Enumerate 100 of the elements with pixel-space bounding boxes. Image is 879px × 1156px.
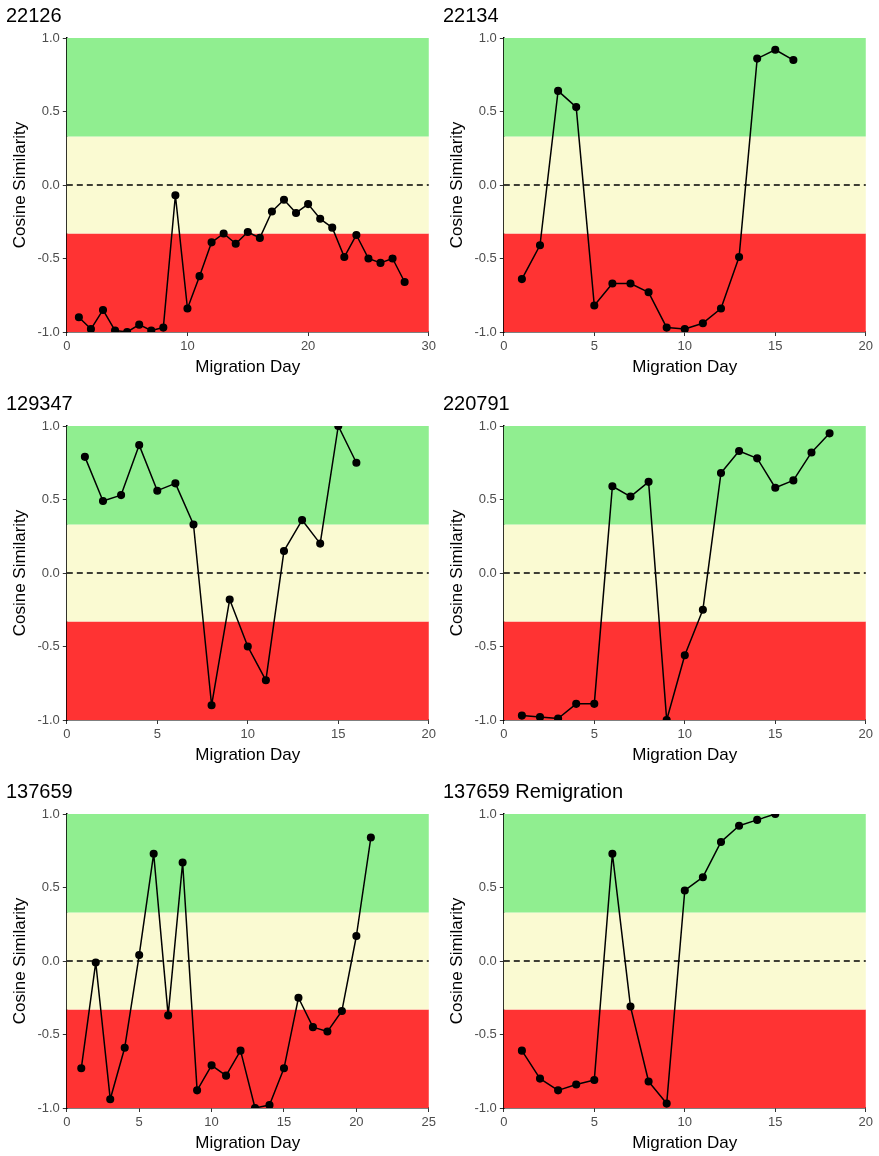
y-tick-label: 0.5 bbox=[478, 879, 497, 895]
chart-title: 129347 bbox=[6, 391, 73, 414]
x-tick-label: 30 bbox=[421, 338, 436, 354]
x-tick-label: 10 bbox=[677, 1114, 693, 1130]
point bbox=[98, 305, 108, 314]
x-tick-label: 5 bbox=[153, 726, 161, 742]
y-tick-label: 1.0 bbox=[478, 29, 497, 45]
point bbox=[243, 642, 252, 651]
x-tick-label: 20 bbox=[300, 338, 316, 354]
y-tick-label: 1.0 bbox=[41, 805, 60, 821]
point bbox=[572, 1080, 581, 1089]
point bbox=[352, 458, 361, 467]
point bbox=[554, 1086, 563, 1095]
point bbox=[626, 1002, 635, 1011]
point bbox=[716, 468, 726, 478]
x-tick-label: 10 bbox=[180, 338, 195, 354]
point bbox=[352, 230, 361, 240]
point bbox=[572, 699, 581, 708]
point bbox=[662, 323, 671, 332]
y-tick-label: 1.0 bbox=[478, 417, 497, 433]
y-tick-label: -1.0 bbox=[474, 711, 497, 727]
x-tick-label: 20 bbox=[858, 1114, 873, 1130]
x-tick-label: 20 bbox=[858, 726, 873, 742]
point bbox=[265, 1101, 274, 1108]
x-axis-title: Migration Day bbox=[632, 357, 738, 377]
point bbox=[825, 429, 834, 438]
x-tick-label: 0 bbox=[63, 1114, 71, 1130]
point bbox=[626, 279, 635, 288]
point bbox=[337, 1006, 346, 1016]
point bbox=[261, 676, 270, 685]
point bbox=[298, 516, 307, 525]
point bbox=[183, 304, 192, 313]
point bbox=[716, 837, 726, 846]
point bbox=[753, 54, 762, 63]
y-tick-label: -1.0 bbox=[474, 323, 497, 339]
x-tick-label: 20 bbox=[858, 338, 873, 354]
x-tick-label: 0 bbox=[63, 338, 71, 354]
point bbox=[388, 254, 397, 263]
point bbox=[171, 479, 180, 488]
chart-title: 22126 bbox=[6, 3, 62, 26]
point bbox=[644, 288, 653, 297]
point bbox=[74, 313, 83, 322]
point bbox=[193, 1086, 202, 1095]
point bbox=[120, 1043, 129, 1052]
point bbox=[698, 605, 707, 614]
x-axis-title: Migration Day bbox=[195, 1133, 301, 1153]
x-tick-label: 10 bbox=[677, 338, 693, 354]
y-tick-label: -0.5 bbox=[474, 638, 497, 654]
point bbox=[554, 86, 563, 95]
point bbox=[207, 238, 216, 247]
point bbox=[316, 539, 325, 548]
point bbox=[644, 477, 653, 486]
point bbox=[236, 1046, 245, 1055]
point bbox=[735, 252, 744, 262]
point bbox=[178, 858, 187, 867]
x-tick-label: 10 bbox=[204, 1114, 219, 1130]
y-tick-label: 1.0 bbox=[478, 805, 497, 821]
y-axis-title: Cosine Similarity bbox=[446, 509, 466, 637]
point bbox=[294, 993, 303, 1002]
point bbox=[517, 711, 526, 720]
y-axis-title: Cosine Similarity bbox=[446, 121, 466, 249]
point bbox=[608, 482, 617, 491]
y-tick-label: 0.5 bbox=[41, 103, 60, 119]
y-tick-label: 0.0 bbox=[478, 564, 497, 580]
point bbox=[662, 1099, 671, 1108]
point bbox=[77, 1064, 86, 1073]
x-tick-label: 5 bbox=[135, 1114, 143, 1130]
y-axis-title: Cosine Similarity bbox=[9, 509, 29, 637]
point bbox=[279, 195, 289, 204]
x-axis-title: Migration Day bbox=[632, 745, 738, 765]
point bbox=[535, 1074, 545, 1083]
point bbox=[255, 233, 264, 242]
y-tick-label: 0.0 bbox=[478, 952, 497, 968]
point bbox=[171, 191, 180, 200]
point bbox=[771, 45, 780, 54]
point bbox=[189, 520, 198, 529]
point bbox=[231, 239, 240, 248]
point bbox=[400, 277, 409, 287]
point bbox=[535, 713, 545, 720]
y-tick-label: 0.5 bbox=[41, 879, 60, 895]
y-tick-label: -1.0 bbox=[37, 1099, 60, 1115]
point bbox=[626, 492, 635, 501]
x-axis-title: Migration Day bbox=[632, 1133, 738, 1153]
chart-title: 220791 bbox=[443, 391, 510, 414]
x-tick-label: 20 bbox=[421, 726, 436, 742]
y-tick-label: -1.0 bbox=[37, 323, 60, 339]
point bbox=[279, 1064, 289, 1073]
point bbox=[753, 454, 762, 463]
point bbox=[735, 446, 744, 456]
x-tick-label: 5 bbox=[590, 338, 598, 354]
y-tick-label: -1.0 bbox=[37, 711, 60, 727]
point bbox=[292, 208, 301, 217]
y-tick-label: 0.5 bbox=[478, 103, 497, 119]
point bbox=[117, 491, 126, 500]
point bbox=[590, 1076, 599, 1085]
point bbox=[153, 486, 162, 495]
y-tick-label: 1.0 bbox=[41, 29, 60, 45]
point bbox=[680, 651, 689, 660]
x-tick-label: 15 bbox=[768, 1114, 783, 1130]
x-tick-label: 15 bbox=[768, 338, 783, 354]
